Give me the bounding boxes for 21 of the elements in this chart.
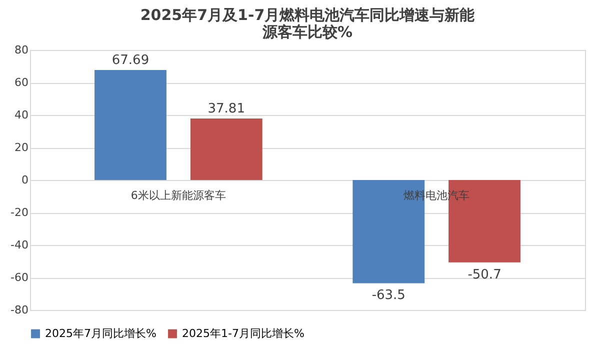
- data-label: -63.5: [372, 288, 406, 304]
- bar: [448, 180, 520, 262]
- y-tick-label: -40: [10, 238, 28, 252]
- y-tick-label: 80: [14, 44, 28, 56]
- y-tick-label: 40: [14, 108, 28, 122]
- data-label: 37.81: [208, 102, 245, 117]
- x-tick-label: 6米以上新能源客车: [130, 189, 226, 202]
- y-tick-label: 60: [14, 76, 28, 89]
- chart-title: 2025年7月及1-7月燃料电池汽车同比增速与新能源客车比较%: [140, 6, 476, 41]
- data-label: 67.69: [112, 53, 150, 68]
- legend-label: 2025年1-7月同比增长%: [182, 326, 304, 340]
- y-tick-label: -20: [10, 206, 28, 219]
- legend-label: 2025年7月同比增长%: [45, 326, 156, 340]
- y-tick-label: -80: [10, 304, 28, 316]
- y-tick-label: -60: [10, 271, 28, 284]
- y-tick-label: 0: [22, 174, 28, 186]
- data-label: -50.7: [468, 267, 502, 282]
- bar: [352, 180, 425, 284]
- bar: [94, 70, 166, 180]
- bar: [190, 118, 262, 180]
- y-tick-label: 20: [14, 141, 28, 154]
